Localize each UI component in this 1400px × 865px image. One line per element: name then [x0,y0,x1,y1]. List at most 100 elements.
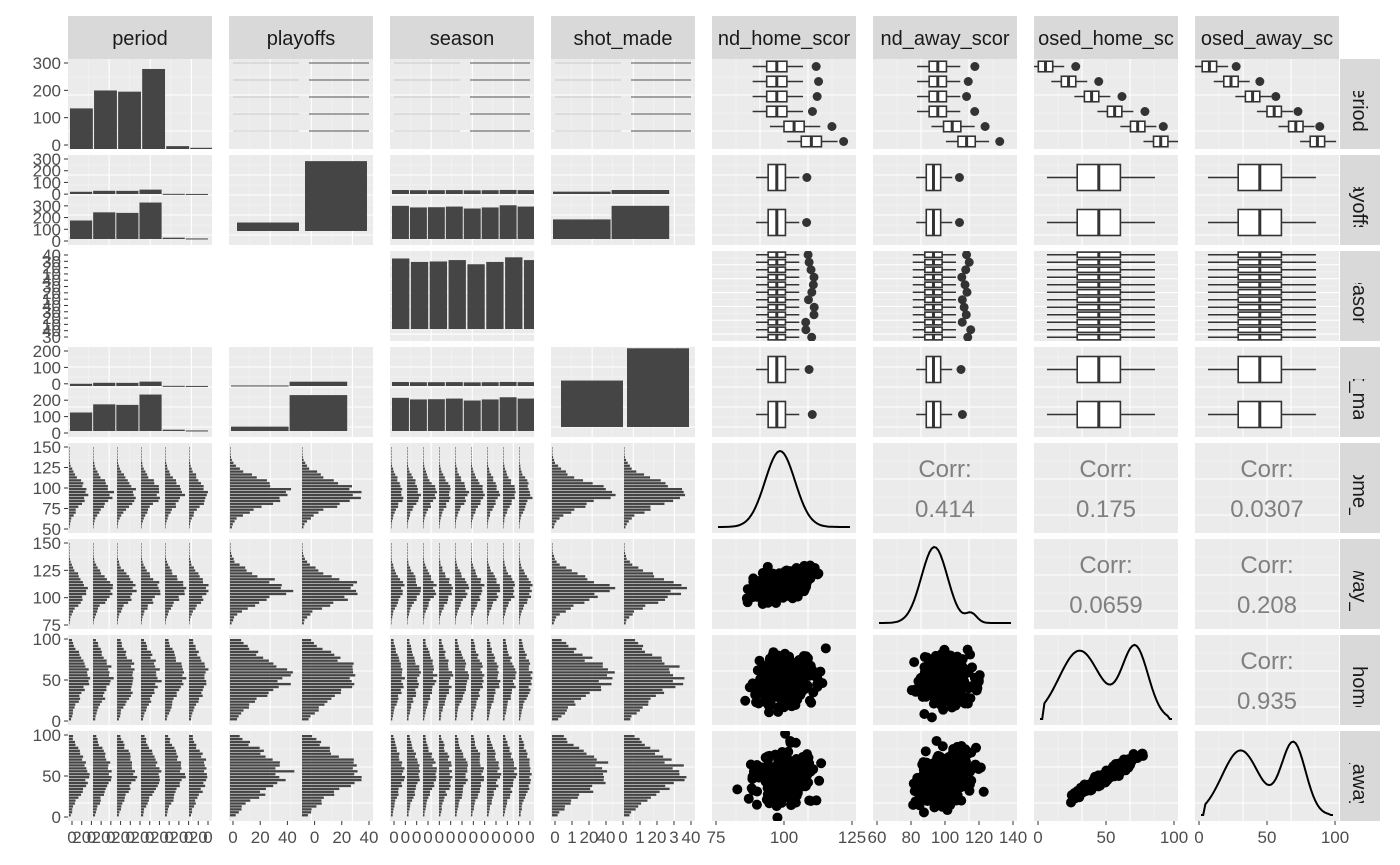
bar [503,770,515,773]
bar [503,650,508,654]
bar [189,677,205,680]
bar [624,458,627,462]
bar [407,548,408,552]
bar [141,659,156,662]
bar [391,749,397,752]
bar [455,644,459,648]
bar [407,755,416,758]
bar [93,650,102,654]
bar [407,781,418,785]
bar [93,212,116,239]
bar [455,641,458,645]
bar [487,557,488,560]
bar [455,557,456,560]
bar [165,455,166,459]
panel [1034,539,1178,629]
bar [230,737,243,741]
bar [423,694,430,697]
bar [141,566,146,569]
bar [391,613,393,616]
bar [189,569,196,572]
bar [302,488,350,491]
bar [165,526,166,529]
bar [407,482,416,485]
bar [423,808,426,811]
box-plot [1046,355,1155,429]
bar [69,467,73,470]
bar [423,639,426,642]
bar [165,709,171,712]
x-tick-label: 0 [423,828,432,847]
bar [519,677,533,680]
outlier-point [957,410,967,419]
bar [305,161,367,231]
bar [471,674,485,677]
bar [487,622,488,625]
bar [624,752,656,755]
outlier-point [806,265,816,275]
binned-histogram [391,639,533,721]
y-tick-label: 200 [33,342,61,361]
bar [471,511,476,514]
bar [503,479,512,482]
bar [407,586,422,590]
bar [487,569,491,572]
bar [624,569,644,572]
bar [302,653,335,656]
scatter-point [781,776,792,787]
bar [471,502,481,505]
box-plot [756,251,819,341]
bar [117,665,132,668]
bar [69,787,84,791]
bar [471,584,485,587]
bar [407,787,416,791]
bar [407,543,408,546]
bar [423,784,435,788]
bar [189,473,197,476]
bar [439,479,446,482]
outlier-point [807,107,817,116]
bar [165,499,179,503]
bar [423,589,435,593]
bar [487,490,499,494]
bar [624,682,684,686]
bar [487,700,494,703]
bar [552,517,560,520]
bar [439,586,453,590]
bar [302,709,319,712]
outlier-point [966,325,976,335]
bar [302,814,308,817]
bar [519,656,526,659]
bar [503,490,516,494]
bar [302,449,303,453]
bar [302,784,351,788]
bar [407,557,408,560]
bar [93,647,101,651]
bar [423,671,433,674]
bar [69,682,90,686]
scatter-point [817,678,828,689]
bar [519,464,521,467]
bar [487,712,490,715]
bar [552,811,560,814]
bar [423,452,424,456]
bar [552,584,610,587]
bar [230,467,240,470]
bar [69,514,74,517]
bar [439,578,450,581]
faceted-bar-chart [553,190,670,239]
bar [141,543,142,546]
bar [423,778,436,782]
bar [423,761,436,764]
bar [455,764,468,767]
bar [552,604,574,607]
bar [503,659,511,662]
bar [552,677,613,680]
bar [624,557,627,560]
bar [503,662,513,665]
bar [141,461,143,464]
bar [165,662,182,665]
bar [165,508,172,511]
bar [503,554,504,558]
bar [471,703,477,706]
